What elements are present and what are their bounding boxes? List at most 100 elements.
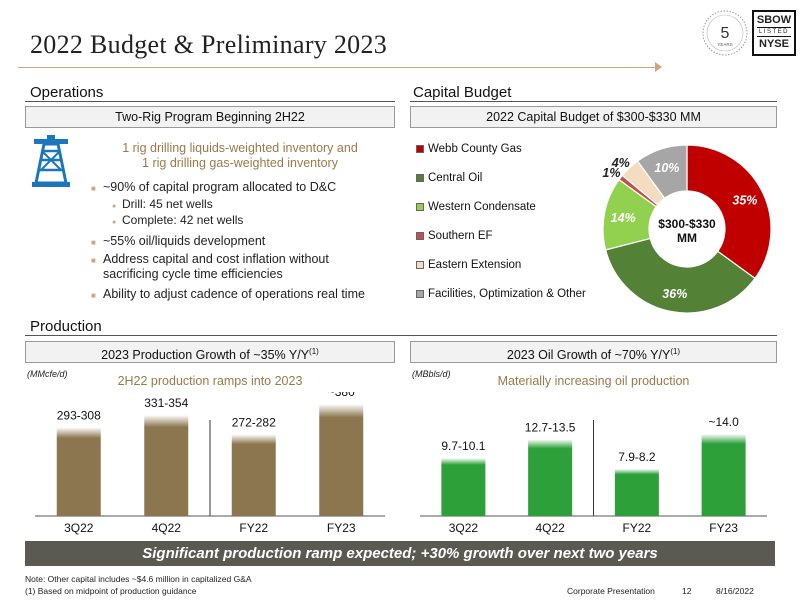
legend-item-central-oil: Central Oil [416,172,482,184]
nyse-listed-text: LISTED [757,27,791,37]
oil-bar-fy23 [701,434,746,516]
oil-value-label-fy23: ~14.0 [708,415,739,429]
nyse-listed-logo: SBOW LISTED NYSE [752,10,796,56]
production-section-rule [25,335,777,336]
five-year-anniversary-logo: 5 YEARS [702,10,748,56]
operations-bullet-3: ■ Address capital and cost inflation wit… [91,252,398,282]
legend-item-webb-county-gas: Webb County Gas [416,143,522,155]
production-category-fy22: FY22 [239,521,268,535]
oil-growth-footnote-ref: (1) [670,347,681,356]
oil-value-label-4q22: 12.7-13.5 [525,420,576,434]
operations-bullet-1-text: ~90% of capital program allocated to D&C [103,180,337,194]
drilling-rig-icon [32,135,70,187]
oil-value-label-fy22: 7.9-8.2 [618,450,656,464]
bullet-square-icon: ■ [91,256,96,265]
nyse-exchange: NYSE [759,38,789,50]
legend-swatch-central-oil [416,174,424,182]
production-value-label-fy23: ~380 [328,392,355,399]
donut-center-value: $300-$330 [658,217,716,231]
legend-item-facilities-optimization-other: Facilities, Optimization & Other [416,288,586,300]
footer-footnote: (1) Based on midpoint of production guid… [25,586,197,596]
oil-category-fy23: FY23 [709,521,738,535]
production-unit-label: (MMcfe/d) [27,369,68,379]
production-value-label-3q22: 293-308 [57,408,101,422]
production-growth-header-text: 2023 Production Growth of ~35% Y/Y [101,348,310,363]
oil-unit-label: (MBbls/d) [412,369,451,379]
oil-growth-header-text: 2023 Oil Growth of ~70% Y/Y [506,348,671,363]
operations-section-rule [25,101,395,102]
legend-item-southern-ef: Southern EF [416,230,493,242]
oil-growth-header: 2023 Oil Growth of ~70% Y/Y(1) [410,341,777,363]
production-section-title: Production [30,318,102,335]
oil-category-3q22: 3Q22 [449,521,479,535]
legend-label-facilities-optimization-other: Facilities, Optimization & Other [428,288,586,300]
production-bar-fy22 [231,434,276,516]
legend-swatch-webb-county-gas [416,145,424,153]
legend-swatch-facilities-optimization-other [416,290,424,298]
operations-intro: 1 rig drilling liquids-weighted inventor… [95,141,385,171]
oil-bar-4q22 [528,439,573,516]
operations-bullet-2-text: ~55% oil/liquids development [103,234,266,248]
bullet-square-icon: ■ [91,291,96,300]
production-category-fy23: FY23 [327,521,356,535]
donut-label-facilities-optimization-other: 10% [654,161,679,175]
capital-budget-section-rule [410,101,777,102]
operations-sub-bullet-2: ● Complete: 42 net wells [112,213,382,228]
oil-category-4q22: 4Q22 [535,521,565,535]
oil-bar-chart: 9.7-10.1 3Q22 12.7-13.5 4Q22 7.9-8.2 FY22 ~14.… [420,415,767,535]
production-value-label-fy22: 272-282 [232,415,276,429]
production-growth-footnote-ref: (1) [309,347,319,356]
anniversary-word: YEARS [717,42,732,47]
capital-budget-box-header: 2022 Capital Budget of $300-$330 MM [410,106,777,128]
oil-chart-subtitle: Materially increasing oil production [497,374,690,388]
legend-swatch-western-condensate [416,203,424,211]
donut-label-central-oil: 36% [662,287,687,301]
operations-bullet-4-text: Ability to adjust cadence of operations … [103,287,365,301]
operations-bullet-3-line1: Address capital and cost inflation witho… [103,252,329,266]
operations-box-header: Two-Rig Program Beginning 2H22 [25,106,395,128]
legend-swatch-southern-ef [416,232,424,240]
oil-bar-3q22 [441,458,486,516]
footer-date: 8/16/2022 [716,586,754,596]
anniversary-number: 5 [721,25,730,42]
donut-label-webb-county-gas: 35% [732,193,757,207]
production-value-label-4q22: 331-354 [144,396,188,410]
nyse-ticker: SBOW [756,14,792,26]
footer-note: Note: Other capital includes ~$4.6 milli… [25,574,252,584]
operations-intro-line1: 1 rig drilling liquids-weighted inventor… [122,141,358,155]
oil-category-fy22: FY22 [623,521,652,535]
legend-item-western-condensate: Western Condensate [416,201,536,213]
bullet-square-icon: ■ [91,238,96,247]
production-category-4q22: 4Q22 [152,521,182,535]
legend-label-central-oil: Central Oil [428,172,483,184]
production-bar-3q22 [56,427,101,516]
operations-bullet-3-line2: sacrificing cycle time efficiencies [103,267,283,281]
title-rule-arrow-icon [655,62,662,72]
donut-slice-central-oil [604,237,756,314]
operations-intro-line2: 1 rig drilling gas-weighted inventory [142,156,338,170]
footer-document-name: Corporate Presentation [567,586,655,596]
operations-sub-bullet-2-text: Complete: 42 net wells [122,213,244,227]
footer-page-number: 12 [682,586,692,596]
production-chart-subtitle: 2H22 production ramps into 2023 [117,374,303,388]
pie-legend: Webb County Gas Central Oil Western Conden… [416,143,601,313]
production-category-3q22: 3Q22 [64,521,94,535]
legend-swatch-eastern-extension [416,261,424,269]
production-bar-fy23 [319,404,364,516]
production-bar-4q22 [144,415,189,516]
legend-item-eastern-extension: Eastern Extension [416,259,521,271]
donut-label-western-condensate: 14% [611,211,636,225]
operations-sub-bullet-1: ● Drill: 45 net wells [112,197,382,212]
operations-bullet-1: ■ ~90% of capital program allocated to D… [91,180,393,195]
bullet-square-icon: ■ [91,184,96,193]
donut-center-unit: MM [677,231,697,245]
donut-slice-facilities-optimization-other [636,144,688,200]
legend-label-eastern-extension: Eastern Extension [428,259,522,271]
legend-label-western-condensate: Western Condensate [428,201,536,213]
production-bar-chart: 293-308 3Q22 331-354 4Q22 272-282 FY22 ~380 FY2… [35,392,385,535]
page-title: 2022 Budget & Preliminary 2023 [30,30,388,59]
operations-bullet-4: ■ Ability to adjust cadence of operation… [91,287,398,302]
operations-bullet-2: ■ ~55% oil/liquids development [91,234,393,249]
legend-label-southern-ef: Southern EF [428,230,493,242]
